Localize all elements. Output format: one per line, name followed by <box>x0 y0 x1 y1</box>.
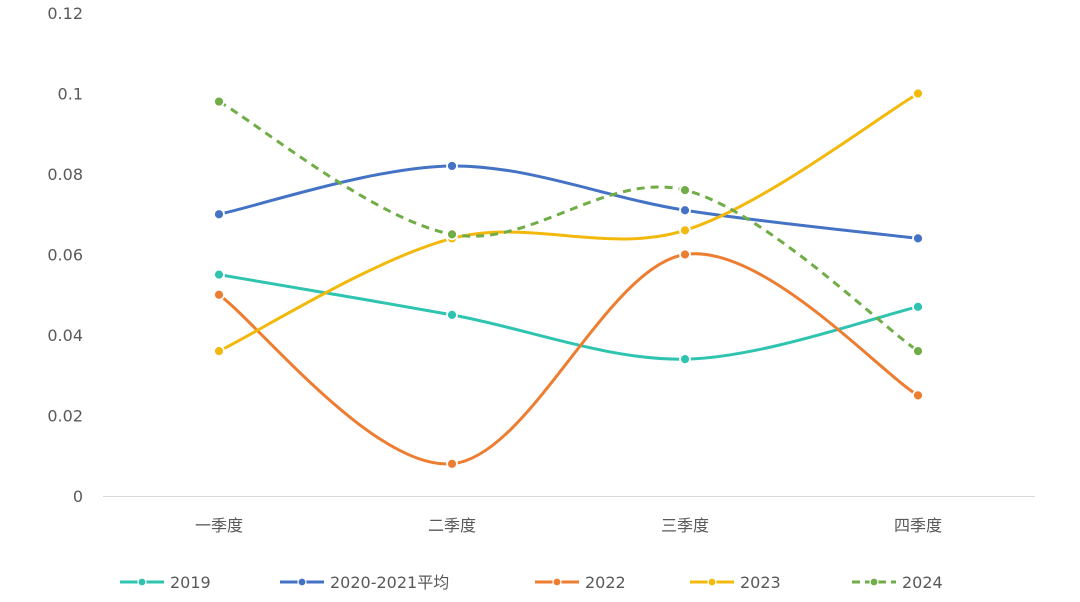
legend-item: 2019 <box>120 573 211 592</box>
legend-swatch-marker <box>137 577 147 587</box>
data-point <box>213 95 225 108</box>
axis-layer: 0 0.02 0.04 0.06 0.08 0.1 0.12 一季度 二季度 三季度 四季度 <box>47 4 1035 535</box>
data-point <box>679 204 691 217</box>
series-2022 <box>213 248 924 470</box>
x-tick-label: 四季度 <box>894 516 942 535</box>
y-tick-label: 0.12 <box>47 4 83 23</box>
data-point <box>446 228 458 241</box>
y-tick-label: 0 <box>73 487 83 506</box>
series-line <box>217 164 920 240</box>
data-point <box>912 389 924 402</box>
y-tick-label: 0.1 <box>58 85 83 104</box>
legend-swatch-marker <box>869 577 879 587</box>
legend-item: 2022 <box>535 573 626 592</box>
legend-label: 2020-2021平均 <box>330 573 449 592</box>
legend-swatch-marker <box>297 577 307 587</box>
series-2020-2021平均 <box>213 160 924 245</box>
data-point <box>912 345 924 358</box>
data-point <box>213 268 225 281</box>
data-point <box>679 248 691 261</box>
data-point <box>446 160 458 172</box>
legend-item: 2020-2021平均 <box>280 573 449 592</box>
legend-label: 2022 <box>585 573 626 592</box>
legend-item: 2023 <box>690 573 781 592</box>
data-point <box>446 457 458 470</box>
legend-label: 2023 <box>740 573 781 592</box>
x-tick-label: 二季度 <box>428 516 476 535</box>
data-point <box>679 353 691 366</box>
y-tick-label: 0.08 <box>47 165 83 184</box>
data-point <box>213 208 225 221</box>
x-tick-label: 一季度 <box>195 516 243 535</box>
legend-label: 2024 <box>902 573 943 592</box>
data-point <box>912 300 924 313</box>
legend-swatch-marker <box>552 577 562 587</box>
series-2024 <box>213 95 924 358</box>
legend-label: 2019 <box>170 573 211 592</box>
data-point <box>446 308 458 321</box>
data-point <box>213 345 225 358</box>
y-tick-label: 0.02 <box>47 407 83 426</box>
data-point <box>213 288 225 301</box>
series-line <box>218 100 919 353</box>
x-tick-label: 三季度 <box>661 516 709 535</box>
series-line <box>217 92 920 353</box>
y-tick-label: 0.06 <box>47 246 83 265</box>
data-point <box>679 184 691 197</box>
y-tick-label: 0.04 <box>47 326 83 345</box>
data-point <box>912 87 924 100</box>
legend: 2019 2020-2021平均 2022 2023 2024 <box>120 573 943 592</box>
series-line <box>217 252 920 466</box>
series-2023 <box>213 87 924 358</box>
legend-item: 2024 <box>852 573 943 592</box>
series-layer <box>213 87 924 470</box>
series-line <box>217 273 920 361</box>
data-point <box>912 232 924 245</box>
series-2019 <box>213 268 924 366</box>
data-point <box>679 224 691 237</box>
legend-swatch-marker <box>707 577 717 587</box>
